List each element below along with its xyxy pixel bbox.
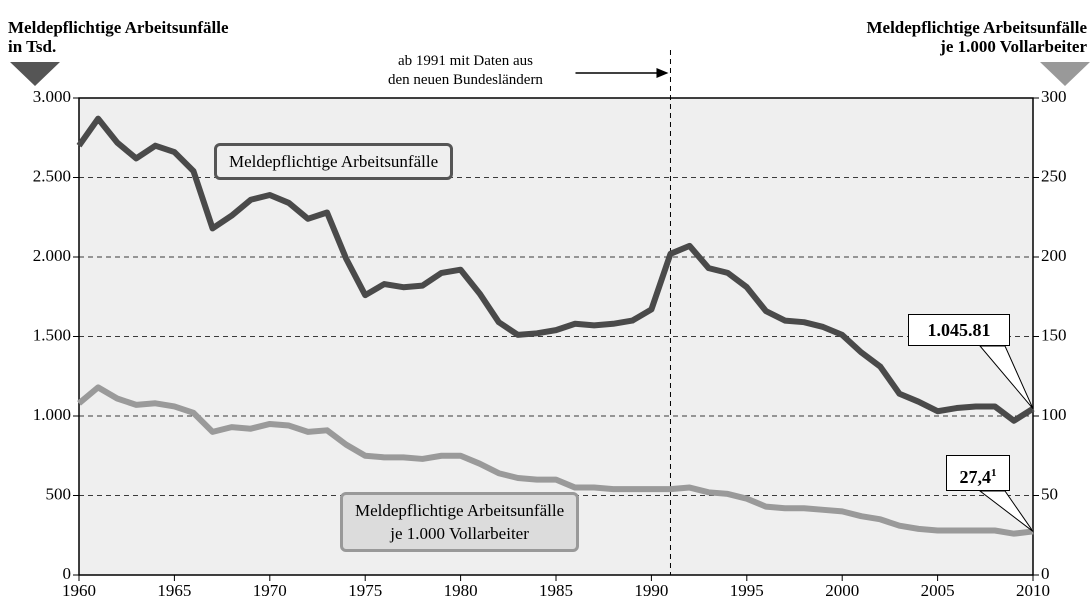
y-tick-label: 1.500 (33, 325, 71, 344)
callout (978, 490, 1034, 532)
x-tick-label: 1960 (62, 581, 96, 600)
y2-tick-label: 0 (1041, 564, 1050, 583)
end-label: 1.045.81 (927, 320, 991, 340)
x-tick-label: 1975 (348, 581, 382, 600)
series-label: Meldepflichtige Arbeitsunfälle je 1.000 … (340, 492, 580, 552)
y-tick-label: 0 (63, 564, 72, 583)
series-line (77, 384, 1034, 537)
y-tick-label: 1.000 (33, 405, 71, 424)
end-label-box: 1.045.81 (908, 314, 1010, 346)
y2-tick-label: 50 (1041, 484, 1058, 503)
y-axis-title: Meldepflichtige Arbeitsunfälle in Tsd. (8, 18, 229, 56)
y2-tick-label: 200 (1041, 246, 1067, 265)
end-label-box: 27,41 (946, 455, 1010, 491)
y2-tick-label: 300 (1041, 87, 1067, 106)
reference-label: ab 1991 mit Daten aus den neuen Bundeslä… (387, 53, 543, 88)
left-axis-marker (10, 62, 60, 86)
y-tick-label: 2.000 (33, 246, 71, 265)
x-tick-label: 1995 (730, 581, 764, 600)
y2-tick-label: 100 (1041, 405, 1067, 424)
series-label: Meldepflichtige Arbeitsunfälle (214, 143, 454, 180)
y-tick-label: 3.000 (33, 87, 71, 106)
y-tick-label: 2.500 (33, 166, 71, 185)
callout (978, 345, 1034, 410)
y-tick-label: 500 (46, 484, 72, 503)
x-tick-label: 1990 (634, 581, 668, 600)
y2-axis-title: Meldepflichtige Arbeitsunfälle je 1.000 … (866, 18, 1087, 56)
footnote-mark: 1 (991, 467, 997, 479)
y2-tick-label: 150 (1041, 325, 1067, 344)
x-tick-label: 2000 (825, 581, 859, 600)
x-tick-label: 1980 (444, 581, 478, 600)
x-tick-label: 1965 (157, 581, 191, 600)
x-tick-label: 1970 (253, 581, 287, 600)
y2-tick-label: 250 (1041, 166, 1067, 185)
x-tick-label: 2010 (1016, 581, 1050, 600)
right-axis-marker (1040, 62, 1090, 86)
end-label: 27,4 (959, 467, 992, 487)
x-tick-label: 2005 (921, 581, 955, 600)
x-tick-label: 1985 (539, 581, 573, 600)
series-line (76, 115, 1035, 424)
reference-arrowhead (656, 68, 669, 78)
